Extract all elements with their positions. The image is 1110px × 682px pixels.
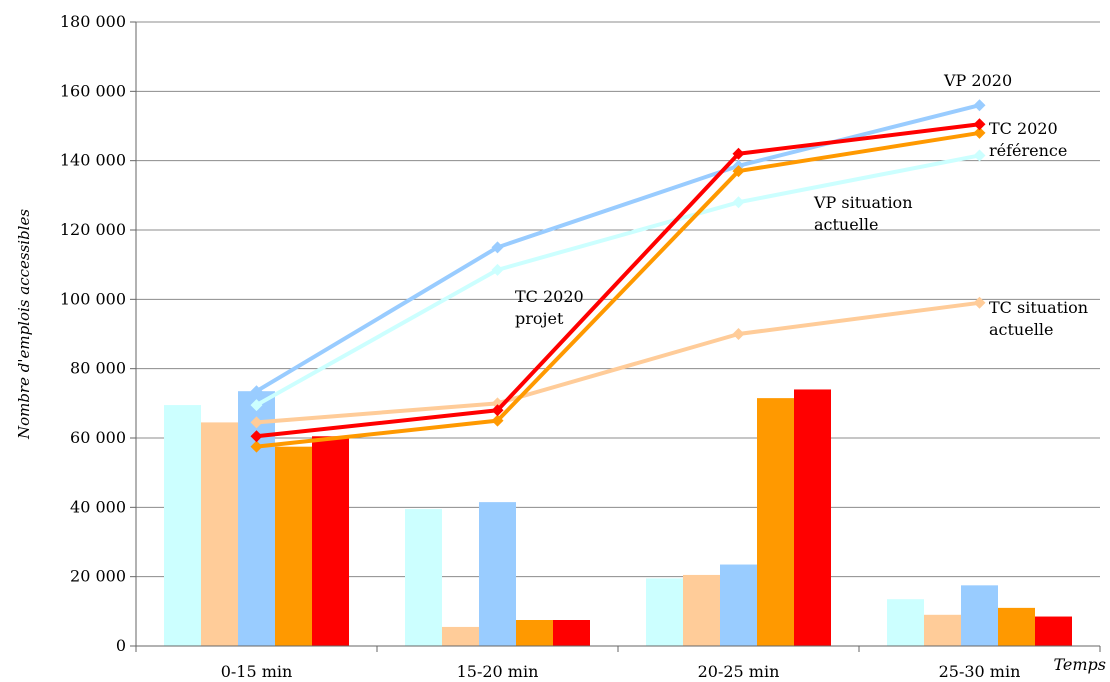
annotation-tc_actuel: actuelle — [989, 320, 1053, 339]
y-tick-label: 20 000 — [70, 567, 126, 586]
y-tick-label: 0 — [116, 636, 126, 655]
annotation-vp_actuel: actuelle — [814, 215, 878, 234]
bar-tc_2020_projet — [553, 620, 590, 646]
annotation-tc_actuel: TC situation — [989, 298, 1088, 317]
point-vp_actuel — [250, 399, 263, 412]
bar-vp_2020 — [961, 585, 998, 646]
annotation-vp_2020: VP 2020 — [943, 71, 1012, 90]
labels: Nombre d'emplois accessibles Temps VP 2020… — [15, 71, 1106, 674]
y-tick-label: 120 000 — [60, 220, 126, 239]
annotation-tc_2020_ref: référence — [989, 141, 1067, 160]
x-tick-label: 25-30 min — [939, 662, 1021, 681]
point-tc_actuel — [732, 328, 745, 340]
point-tc_2020_projet — [491, 404, 504, 417]
point-tc_actuel — [250, 416, 263, 429]
y-tick-label: 40 000 — [70, 497, 126, 516]
point-vp_actuel — [732, 196, 745, 209]
y-tick-label: 100 000 — [60, 289, 126, 308]
y-axis-title: Nombre d'emplois accessibles — [15, 209, 33, 440]
bar-tc_2020_ref — [998, 607, 1035, 646]
point-tc_2020_ref — [973, 126, 986, 139]
bar-vp_2020 — [720, 564, 757, 646]
line-tc_actuel — [256, 300, 980, 425]
bar-vp_actuel — [887, 599, 924, 646]
axes: 0 20 000 40 000 60 000 80 000 100 000 120 000 1… — [60, 12, 1101, 681]
annotation-vp_actuel: VP situation — [813, 193, 913, 212]
line-tc_2020_ref — [256, 130, 980, 449]
line-vp_actuel — [255, 153, 980, 407]
bar-tc_actuel — [201, 422, 238, 646]
line-vp_2020 — [255, 103, 980, 393]
point-tc_2020_projet — [732, 147, 745, 160]
x-tick-label: 15-20 min — [457, 662, 539, 681]
bar-vp_actuel — [646, 578, 683, 646]
point-vp_2020 — [973, 99, 986, 112]
bar-tc_actuel — [924, 614, 961, 646]
x-tick-label: 20-25 min — [698, 662, 780, 681]
annotation-tc_2020_ref: TC 2020 — [989, 119, 1058, 138]
bar-tc_2020_projet — [794, 389, 831, 646]
y-tick-label: 160 000 — [60, 81, 126, 100]
bar-tc_actuel — [683, 574, 720, 646]
bar-tc_2020_ref — [275, 446, 312, 646]
point-tc_2020_ref — [491, 414, 504, 427]
bar-tc_2020_ref — [516, 620, 553, 646]
point-vp_2020 — [491, 241, 504, 254]
annotation-tc_2020_projet: TC 2020 — [515, 287, 584, 306]
y-tick-label: 60 000 — [70, 428, 126, 447]
point-vp_actuel — [491, 263, 504, 276]
y-tick-label: 140 000 — [60, 151, 126, 170]
y-tick-label: 180 000 — [60, 12, 126, 31]
point-tc_2020_projet — [973, 118, 986, 131]
bar-vp_2020 — [479, 502, 516, 646]
point-tc_2020_projet — [250, 430, 263, 443]
x-tick-label: 0-15 min — [221, 662, 293, 681]
bar-tc_2020_projet — [312, 436, 349, 646]
x-axis-title: Temps — [1053, 655, 1106, 674]
bar-tc_actuel — [442, 626, 479, 646]
point-vp_2020 — [250, 385, 263, 398]
point-tc_2020_ref — [732, 165, 745, 178]
bar-vp_actuel — [405, 509, 442, 646]
annotation-tc_2020_projet: projet — [515, 309, 564, 328]
bar-tc_2020_ref — [757, 398, 794, 646]
bar-tc_2020_projet — [1035, 616, 1072, 646]
point-vp_actuel — [973, 149, 986, 162]
y-tick-label: 80 000 — [70, 359, 126, 378]
bar-vp_actuel — [164, 405, 201, 646]
series-lines — [250, 99, 986, 453]
point-tc_2020_ref — [250, 440, 263, 453]
bars — [164, 389, 1072, 646]
line-tc_2020_projet — [256, 122, 980, 439]
bar-vp_2020 — [238, 391, 275, 646]
point-tc_actuel — [973, 296, 986, 309]
